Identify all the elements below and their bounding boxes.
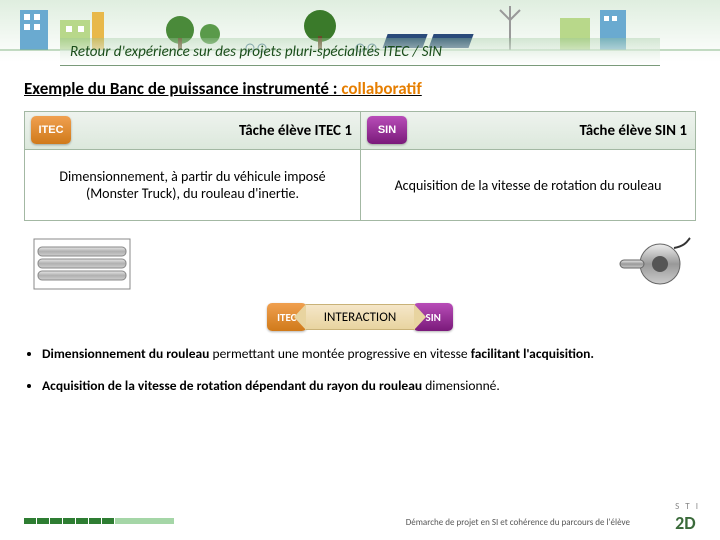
- header-left-text: Tâche élève ITEC 1: [239, 122, 352, 140]
- footer-logo: S T I 2D: [675, 501, 700, 534]
- subtitle-prefix: Exemple du Banc de puissance instrumenté…: [24, 78, 341, 99]
- bullet-1: Dimensionnement du rouleau permettant un…: [42, 345, 696, 363]
- b2-text1: dimensionné.: [422, 377, 500, 394]
- roller-image: [24, 231, 360, 297]
- bullet-2: Acquisition de la vitesse de rotation dé…: [42, 377, 696, 395]
- body-itec: Dimensionnement, à partir du véhicule im…: [24, 149, 360, 221]
- logo-2d: 2D: [675, 512, 700, 534]
- interaction-label: INTERACTION: [305, 304, 415, 330]
- footer-progress-bar: [24, 518, 174, 524]
- header-sin: SIN Tâche élève SIN 1: [360, 111, 696, 149]
- body-right-text: Acquisition de la vitesse de rotation du…: [395, 177, 662, 194]
- bullet-list: Dimensionnement du rouleau permettant un…: [0, 345, 720, 395]
- b1-text1: permettant une montée progressive en vit…: [209, 345, 470, 362]
- logo-sti: S T I: [675, 501, 700, 512]
- sin-badge: SIN: [367, 116, 407, 144]
- footer-text: Démarche de projet en SI et cohérence du…: [406, 517, 630, 528]
- subtitle-emphasis: collaboratif: [341, 78, 421, 99]
- header-itec: ITEC Tâche élève ITEC 1: [24, 111, 360, 149]
- encoder-image: [360, 231, 696, 297]
- title-band: Retour d'expérience sur des projets plur…: [60, 38, 660, 66]
- body-sin: Acquisition de la vitesse de rotation du…: [360, 149, 696, 221]
- body-left-text: Dimensionnement, à partir du véhicule im…: [33, 168, 352, 202]
- b1-bold2: facilitant l'acquisition.: [471, 345, 594, 362]
- interaction-row: ITEC INTERACTION SIN: [24, 303, 696, 331]
- header-right-text: Tâche élève SIN 1: [579, 122, 687, 140]
- subtitle: Exemple du Banc de puissance instrumenté…: [24, 78, 696, 99]
- b2-bold1: Acquisition de la vitesse de rotation dé…: [42, 377, 422, 394]
- footer: Démarche de projet en SI et cohérence du…: [0, 510, 720, 540]
- task-table: ITEC Tâche élève ITEC 1 SIN Tâche élève …: [24, 111, 696, 221]
- page-title: Retour d'expérience sur des projets plur…: [70, 43, 442, 61]
- b1-bold1: Dimensionnement du rouleau: [42, 345, 209, 362]
- images-row: [24, 231, 696, 297]
- itec-badge: ITEC: [31, 116, 71, 144]
